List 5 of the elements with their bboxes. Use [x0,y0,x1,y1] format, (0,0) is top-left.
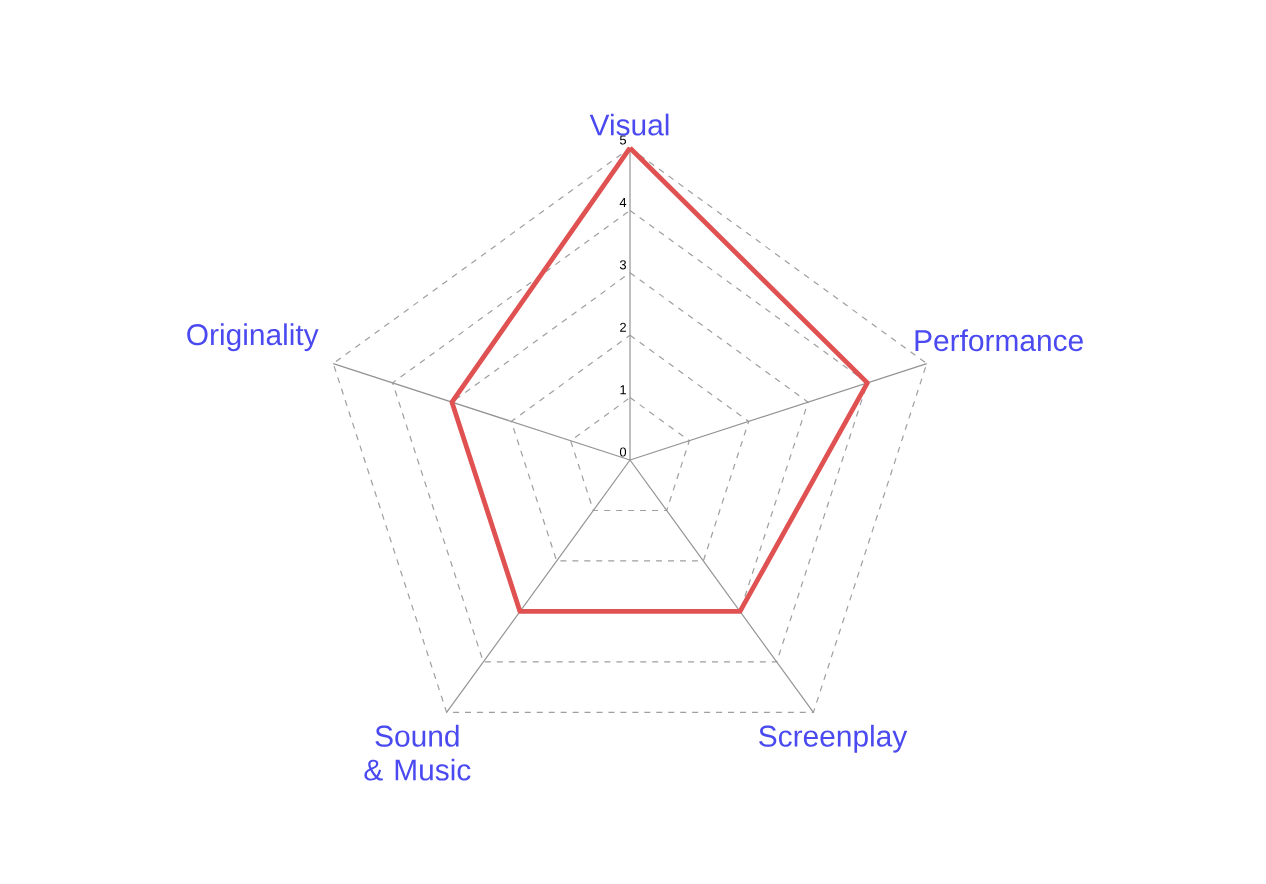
spoke-label: Originality [187,323,319,352]
spoke-label: Screenplay [759,724,908,753]
spoke-label: Performance [915,329,1083,352]
spoke-label: Sound & Music [364,724,471,781]
spoke-label: Visual [589,113,669,136]
